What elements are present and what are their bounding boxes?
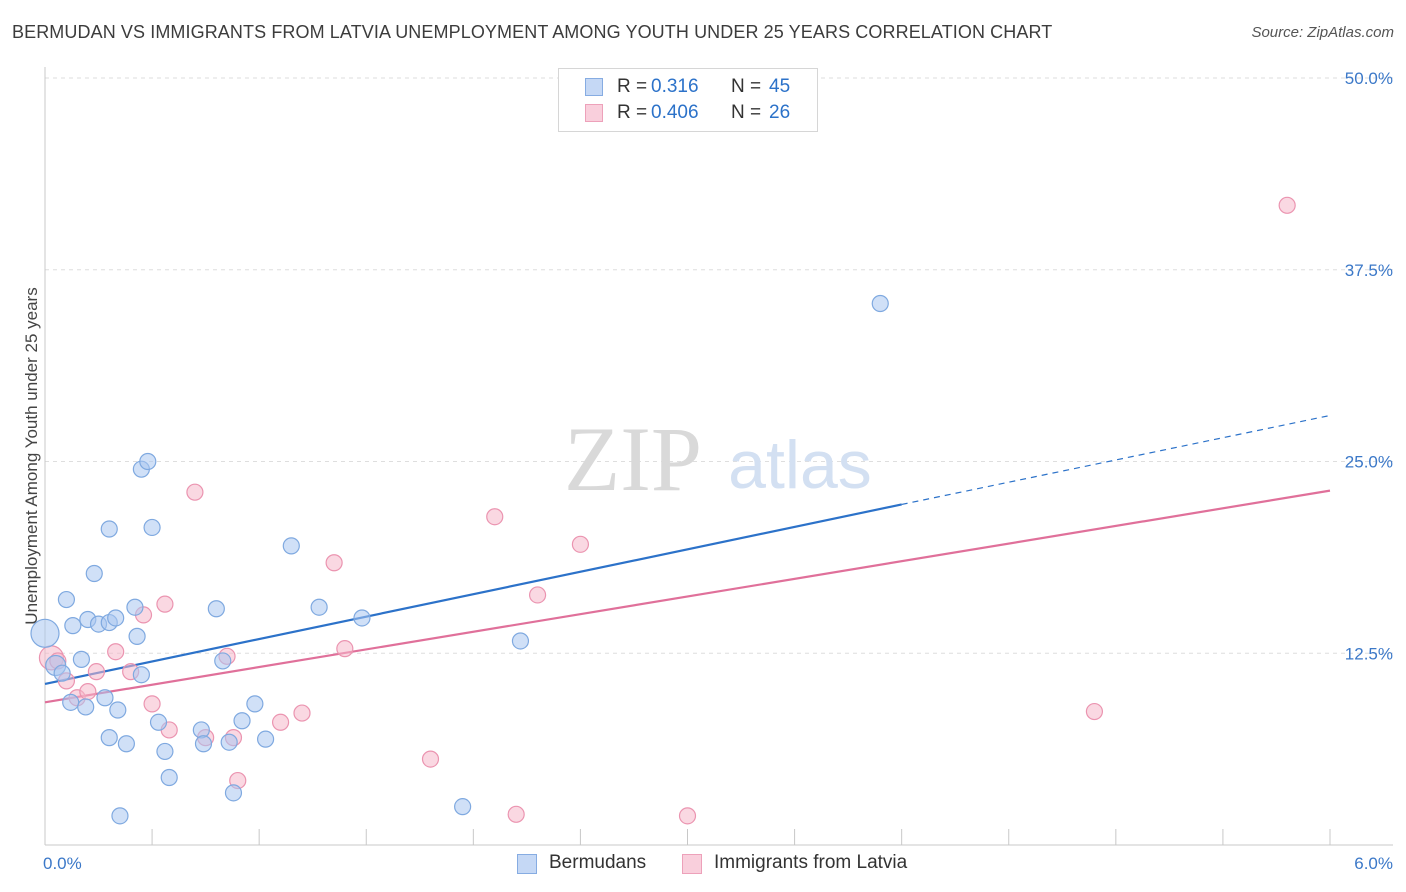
point-latvia <box>271 713 290 731</box>
tick-labels: 12.5% 25.0% 37.5% 50.0% 0.0% 6.0% <box>43 69 1393 873</box>
point-bermudans <box>117 735 135 753</box>
axes <box>44 67 1393 846</box>
legend: R = 0.316 N = 45 R = 0.406 N = 26 <box>558 68 818 132</box>
watermark-atlas: atlas <box>728 427 872 503</box>
point-bermudans <box>77 698 95 716</box>
point-bermudans <box>233 712 251 730</box>
y-tick-label: 25.0% <box>1345 453 1393 472</box>
bottom-legend-swatch-blue <box>517 854 537 874</box>
point-bermudans <box>220 733 238 751</box>
point-latvia <box>678 807 697 825</box>
point-bermudans <box>107 609 125 627</box>
trend-line-latvia <box>44 489 1331 704</box>
point-bermudans <box>156 742 174 761</box>
point-bermudans <box>111 807 129 825</box>
point-bermudans <box>64 617 82 635</box>
point-latvia <box>336 640 354 658</box>
point-latvia <box>87 663 106 681</box>
legend-swatch-pink <box>585 104 603 122</box>
point-latvia <box>528 586 547 604</box>
point-latvia <box>1085 702 1104 721</box>
point-bermudans <box>143 518 161 537</box>
point-bermudans <box>132 666 150 684</box>
point-bermudans <box>282 537 300 555</box>
y-tick-label: 12.5% <box>1345 644 1393 663</box>
legend-swatch-blue <box>585 78 603 96</box>
point-latvia <box>79 682 97 701</box>
point-bermudans <box>57 590 76 609</box>
y-tick-label: 37.5% <box>1345 261 1393 280</box>
chart-title: BERMUDAN VS IMMIGRANTS FROM LATVIA UNEMP… <box>12 22 1053 42</box>
trend-line-bermudans <box>44 503 902 686</box>
point-latvia <box>421 750 440 768</box>
point-bermudans <box>871 294 889 313</box>
point-bermudans <box>160 768 178 787</box>
trend-lines <box>44 414 1331 704</box>
point-bermudans <box>96 689 114 707</box>
point-latvia <box>143 695 161 713</box>
legend-r-label: R = <box>617 76 648 97</box>
point-bermudans <box>149 713 168 731</box>
point-bermudans <box>72 650 91 668</box>
bottom-legend-swatch-pink <box>682 854 702 874</box>
data-points <box>30 196 1296 825</box>
point-bermudans <box>53 664 71 682</box>
legend-n-label: N = <box>731 76 762 97</box>
point-bermudans <box>224 784 243 802</box>
point-bermudans <box>256 730 275 748</box>
point-bermudans <box>100 520 118 538</box>
point-bermudans <box>109 701 127 719</box>
legend-r-value: 0.406 <box>651 102 699 123</box>
point-bermudans <box>126 598 144 616</box>
point-latvia <box>1278 196 1296 214</box>
source-note: Source: ZipAtlas.com <box>1251 24 1394 41</box>
point-latvia <box>571 535 590 553</box>
point-latvia <box>107 643 125 661</box>
point-bermudans <box>246 695 264 713</box>
legend-n-label: N = <box>731 102 762 123</box>
point-bermudans <box>207 600 225 618</box>
point-bermudans <box>454 798 472 816</box>
x-tick-label-max: 6.0% <box>1354 854 1393 873</box>
legend-r-label: R = <box>617 102 648 123</box>
point-bermudans <box>511 632 530 650</box>
point-bermudans <box>62 693 80 711</box>
point-latvia <box>293 704 311 722</box>
point-bermudans <box>310 598 328 616</box>
point-bermudans <box>30 618 60 648</box>
legend-r-value: 0.316 <box>651 76 699 97</box>
point-latvia <box>156 595 174 613</box>
trend-line-bermudans-projection <box>901 414 1331 506</box>
point-latvia <box>186 483 204 501</box>
point-bermudans <box>194 735 213 753</box>
point-bermudans <box>214 652 232 670</box>
point-bermudans <box>139 452 157 471</box>
bottom-legend-label: Immigrants from Latvia <box>714 852 908 873</box>
watermark-zip: ZIP <box>564 408 702 510</box>
point-bermudans <box>85 564 103 583</box>
point-bermudans <box>100 729 118 747</box>
point-bermudans <box>353 609 371 627</box>
point-latvia <box>507 805 525 823</box>
point-bermudans <box>128 627 146 645</box>
grid-lines <box>45 77 1393 654</box>
point-latvia <box>486 508 504 526</box>
y-tick-label: 50.0% <box>1345 69 1393 88</box>
legend-n-value: 26 <box>769 102 791 123</box>
x-tick-label-min: 0.0% <box>43 854 82 873</box>
point-latvia <box>325 554 343 572</box>
bottom-legend-label: Bermudans <box>549 852 647 873</box>
legend-n-value: 45 <box>769 76 791 97</box>
